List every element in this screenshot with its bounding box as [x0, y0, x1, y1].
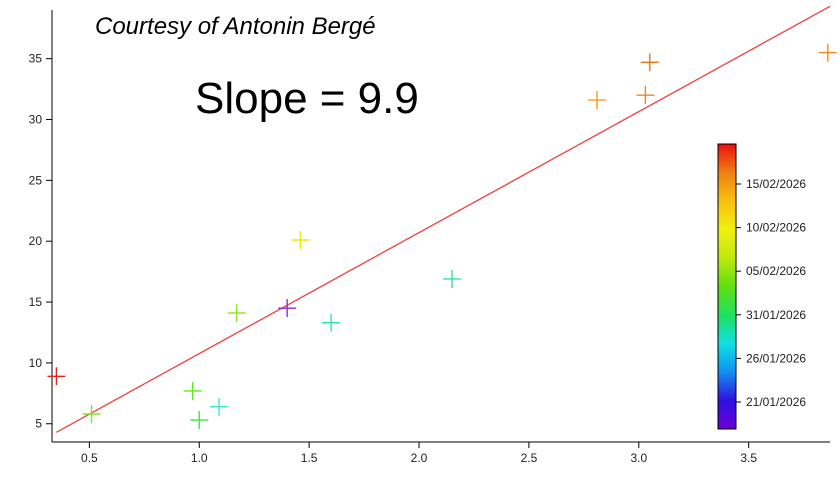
- colorbar-tick-label: 05/02/2026: [746, 264, 806, 278]
- y-tick-label: 30: [29, 113, 43, 127]
- axes: [51, 10, 830, 443]
- data-point: [278, 299, 297, 318]
- x-tick-label: 1.0: [191, 451, 208, 465]
- x-ticks: 0.5 1.0 1.5 2.0 2.5 3.0 3.5: [81, 442, 757, 465]
- colorbar-tick-label: 10/02/2026: [746, 221, 806, 235]
- credit-annotation: Courtesy of Antonin Bergé: [95, 13, 376, 40]
- colorbar-tick-label: 31/01/2026: [746, 308, 806, 322]
- data-point: [183, 381, 202, 400]
- x-tick-label: 3.5: [740, 451, 757, 465]
- slope-annotation: Slope = 9.9: [195, 74, 419, 123]
- colorbar-tick-label: 26/01/2026: [746, 351, 806, 365]
- x-tick-label: 3.0: [630, 451, 647, 465]
- data-point: [190, 411, 209, 430]
- y-tick-label: 25: [29, 173, 43, 187]
- data-point: [442, 269, 461, 288]
- data-point: [640, 53, 659, 72]
- y-tick-label: 20: [29, 234, 43, 248]
- y-tick-label: 10: [29, 356, 43, 370]
- data-point: [47, 367, 66, 386]
- x-tick-label: 2.0: [411, 451, 428, 465]
- y-tick-label: 15: [29, 295, 43, 309]
- data-points: [47, 43, 837, 430]
- colorbar-gradient: [717, 143, 737, 430]
- x-tick-label: 2.5: [521, 451, 538, 465]
- fit-line: [56, 5, 831, 433]
- colorbar-tick-label: 21/01/2026: [746, 395, 806, 409]
- data-point: [588, 91, 607, 110]
- y-tick-label: 35: [29, 52, 43, 66]
- y-ticks: 5 10 15 20 25 30 35: [29, 52, 52, 431]
- data-point: [210, 397, 229, 416]
- x-tick-label: 0.5: [81, 451, 98, 465]
- x-tick-label: 1.5: [301, 451, 318, 465]
- colorbar-ticks: 21/01/2026 26/01/2026 31/01/2026 05/02/2026…: [736, 177, 806, 409]
- data-point: [322, 313, 341, 332]
- data-point: [818, 43, 837, 62]
- data-point: [291, 230, 310, 249]
- colorbar: 21/01/2026 26/01/2026 31/01/2026 05/02/2026…: [717, 143, 806, 430]
- colorbar-tick-label: 15/02/2026: [746, 177, 806, 191]
- data-point: [82, 405, 101, 424]
- data-point: [227, 304, 246, 323]
- data-point: [636, 86, 655, 105]
- y-tick-label: 5: [35, 417, 42, 431]
